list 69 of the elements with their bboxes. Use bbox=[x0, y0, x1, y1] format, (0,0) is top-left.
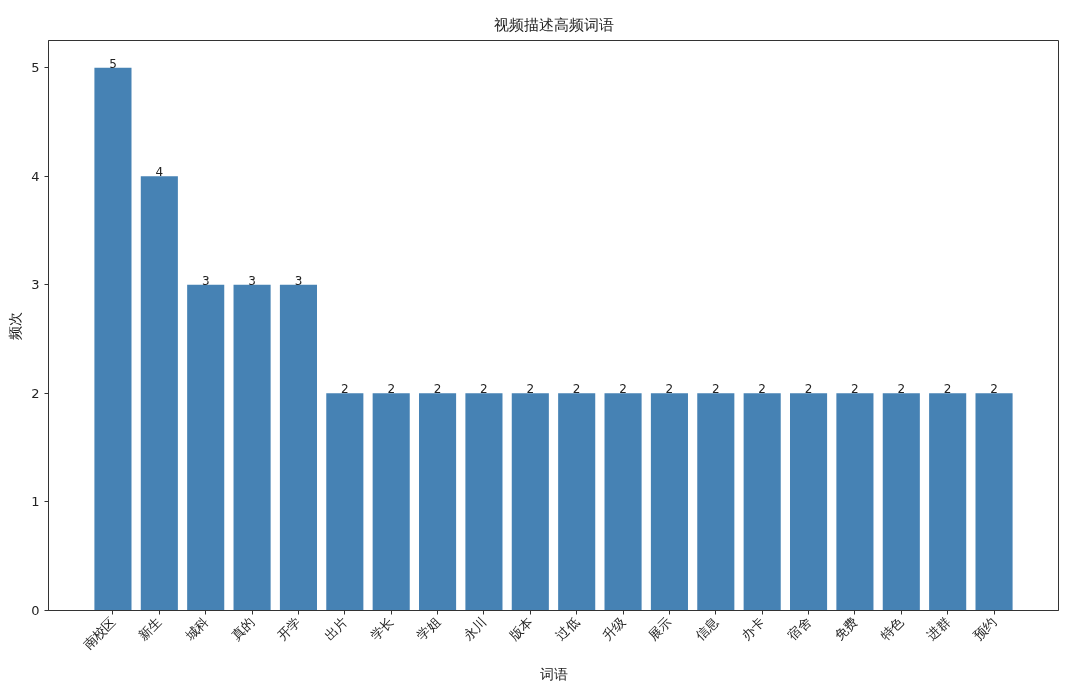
x-tick-label: 学长 bbox=[367, 614, 397, 644]
data-label: 2 bbox=[665, 382, 674, 397]
data-label: 2 bbox=[526, 382, 535, 397]
bar bbox=[836, 393, 874, 611]
x-tick-label: 进群 bbox=[923, 614, 953, 644]
x-tick-label: 免费 bbox=[831, 614, 861, 644]
x-tick-label: 展示 bbox=[645, 614, 675, 644]
x-tick-label: 信息 bbox=[692, 614, 722, 644]
chart-title: 视频描述高频词语 bbox=[493, 15, 614, 34]
x-tick-label: 办卡 bbox=[738, 614, 768, 644]
data-label: 2 bbox=[387, 382, 396, 397]
bar bbox=[419, 393, 457, 611]
data-label: 2 bbox=[619, 382, 627, 397]
data-label: 2 bbox=[851, 382, 859, 397]
data-label: 4 bbox=[155, 165, 164, 180]
data-label: 5 bbox=[109, 56, 117, 71]
y-axis-title: 频次 bbox=[7, 311, 24, 340]
bar bbox=[929, 393, 967, 611]
bar bbox=[790, 393, 828, 611]
y-tick-label: 4 bbox=[31, 168, 40, 184]
x-tick-label: 特色 bbox=[877, 614, 907, 644]
bar bbox=[558, 393, 596, 611]
bar bbox=[465, 393, 503, 611]
y-tick-label: 3 bbox=[31, 277, 40, 293]
y-tick-label: 2 bbox=[31, 385, 40, 401]
x-tick-label: 永川 bbox=[460, 614, 490, 644]
bar bbox=[94, 67, 132, 611]
data-label: 3 bbox=[248, 273, 256, 288]
bar bbox=[326, 393, 364, 611]
bar bbox=[882, 393, 920, 611]
data-label: 2 bbox=[433, 382, 442, 397]
data-label: 2 bbox=[897, 382, 906, 397]
bar bbox=[372, 393, 410, 611]
x-tick-label: 宿舍 bbox=[784, 614, 814, 644]
y-tick-label: 1 bbox=[31, 494, 40, 510]
x-tick-label: 开学 bbox=[274, 614, 304, 644]
x-tick-label: 新生 bbox=[135, 614, 165, 644]
x-tick-label: 版本 bbox=[506, 614, 536, 644]
data-label: 3 bbox=[294, 273, 303, 288]
bar bbox=[140, 176, 178, 611]
bar bbox=[975, 393, 1013, 611]
x-tick-label: 真的 bbox=[228, 614, 258, 644]
data-label: 2 bbox=[990, 382, 998, 397]
bar bbox=[650, 393, 688, 611]
x-tick-label: 过低 bbox=[553, 614, 582, 644]
data-label: 3 bbox=[201, 273, 210, 288]
bar bbox=[511, 393, 549, 611]
data-label: 2 bbox=[711, 382, 720, 397]
x-tick-label: 城科 bbox=[181, 614, 212, 644]
bar bbox=[604, 393, 642, 611]
x-tick-label: 预约 bbox=[970, 614, 1000, 644]
data-label: 2 bbox=[341, 382, 349, 397]
data-label: 2 bbox=[804, 382, 813, 397]
bar bbox=[697, 393, 735, 611]
bar bbox=[743, 393, 781, 611]
x-tick-label: 出片 bbox=[321, 614, 351, 644]
y-tick-label: 0 bbox=[31, 603, 40, 618]
data-label: 2 bbox=[758, 382, 766, 397]
y-tick-label: 5 bbox=[31, 60, 40, 76]
bar bbox=[279, 284, 317, 611]
bar bbox=[187, 284, 225, 611]
data-label: 2 bbox=[943, 382, 952, 397]
bar bbox=[233, 284, 271, 611]
x-tick-label: 升级 bbox=[599, 614, 629, 644]
data-label: 2 bbox=[480, 382, 488, 397]
x-axis-title: 词语 bbox=[539, 665, 568, 682]
data-label: 2 bbox=[572, 382, 581, 397]
x-tick-label: 南校区 bbox=[80, 614, 119, 653]
x-tick-label: 学姐 bbox=[413, 614, 443, 644]
